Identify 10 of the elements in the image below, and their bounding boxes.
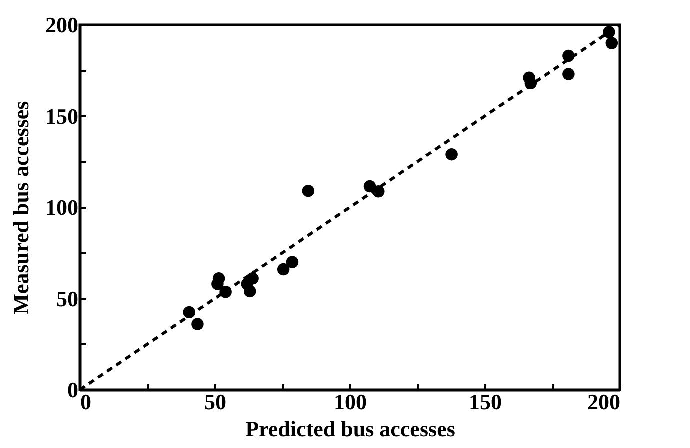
y-tick-label: 50 — [56, 286, 78, 312]
y-tick-label: 150 — [46, 104, 78, 129]
x-tick-label: 50 — [204, 390, 226, 414]
y-axis-title: Measured bus accesses — [8, 100, 34, 315]
x-tick-label: 150 — [469, 390, 502, 414]
y-tick-label: 100 — [46, 195, 78, 220]
x-axis-title: Predicted bus accesses — [246, 416, 456, 442]
y-tick-label: 200 — [46, 12, 78, 38]
x-tick-label: 200 — [588, 390, 620, 414]
x-tick-label: 100 — [334, 390, 367, 414]
